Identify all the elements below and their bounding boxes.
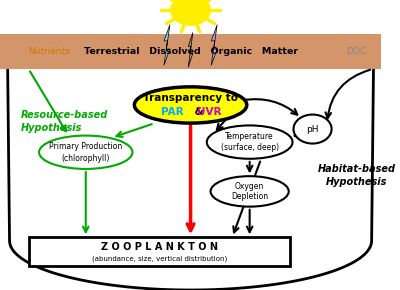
Polygon shape bbox=[211, 25, 217, 65]
Bar bbox=[0, 34, 381, 69]
Text: pH: pH bbox=[306, 124, 319, 134]
Circle shape bbox=[171, 0, 210, 25]
Text: Depletion: Depletion bbox=[231, 192, 268, 201]
Text: Transparency to: Transparency to bbox=[143, 93, 238, 103]
Ellipse shape bbox=[39, 135, 132, 169]
Text: Oxygen: Oxygen bbox=[235, 182, 264, 191]
Ellipse shape bbox=[134, 87, 247, 123]
Text: Resource-based
Hypothesis: Resource-based Hypothesis bbox=[21, 110, 108, 133]
Text: Temperature: Temperature bbox=[225, 132, 274, 141]
Bar bbox=[28, 237, 290, 266]
Ellipse shape bbox=[210, 176, 289, 206]
Text: PAR: PAR bbox=[161, 107, 184, 117]
Polygon shape bbox=[8, 65, 374, 290]
Text: Terrestrial   Dissolved   Organic   Matter: Terrestrial Dissolved Organic Matter bbox=[84, 47, 298, 56]
Text: &: & bbox=[191, 107, 204, 117]
Text: (chlorophyll): (chlorophyll) bbox=[62, 153, 110, 163]
Text: Habitat-based
Hypothesis: Habitat-based Hypothesis bbox=[317, 164, 395, 187]
Text: UVR: UVR bbox=[197, 107, 221, 117]
Circle shape bbox=[294, 115, 332, 144]
Text: Primary Production: Primary Production bbox=[49, 142, 122, 151]
Ellipse shape bbox=[207, 125, 292, 159]
Text: DOC: DOC bbox=[346, 47, 366, 56]
Polygon shape bbox=[188, 32, 193, 67]
Polygon shape bbox=[164, 25, 170, 65]
Text: Nutrients: Nutrients bbox=[28, 47, 70, 56]
Text: (abundance, size, vertical distribution): (abundance, size, vertical distribution) bbox=[92, 256, 227, 262]
Text: Z O O P L A N K T O N: Z O O P L A N K T O N bbox=[101, 242, 218, 252]
Text: (surface, deep): (surface, deep) bbox=[220, 143, 279, 153]
